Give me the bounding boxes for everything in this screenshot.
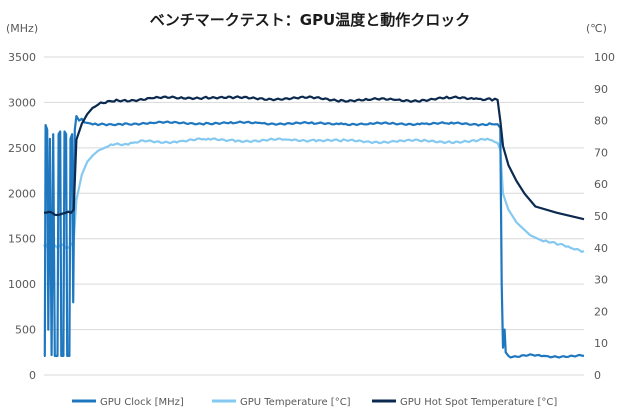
y-left-tick-label: 2000 [8, 187, 36, 200]
y-right-tick-label: 50 [594, 210, 608, 223]
y-right-tick-label: 100 [594, 51, 615, 64]
y-right-tick-label: 10 [594, 337, 608, 350]
y-left-tick-label: 1000 [8, 278, 36, 291]
legend-label: GPU Clock [MHz] [100, 397, 184, 408]
y-right-tick-label: 0 [594, 369, 601, 382]
y-left-tick-label: 3500 [8, 51, 36, 64]
y-left-tick-label: 1500 [8, 233, 36, 246]
gridlines [44, 56, 584, 376]
y-left-tick-label: 500 [15, 324, 36, 337]
y-right-tick-label: 90 [594, 83, 608, 96]
series-lines [42, 95, 585, 359]
y-right-unit: (℃) [586, 22, 607, 35]
series-line [42, 137, 585, 253]
y-right-tick-label: 40 [594, 242, 608, 255]
y-right-tick-label: 80 [594, 115, 608, 128]
legend-label: GPU Hot Spot Temperature [°C] [400, 397, 557, 408]
series-line [43, 115, 585, 359]
legend-label: GPU Temperature [°C] [240, 397, 351, 408]
y-left-tick-label: 2500 [8, 142, 36, 155]
y-right-tick-label: 20 [594, 305, 608, 318]
y-right-tick-label: 70 [594, 146, 608, 159]
y-left-unit: (MHz) [6, 22, 38, 35]
chart-title: ベンチマークテスト：GPU温度と動作クロック [150, 11, 471, 29]
y-left-tick-label: 0 [29, 369, 36, 382]
y-left-ticks: 3500 3000 2500 2000 1500 1000 500 0 [8, 51, 36, 382]
y-left-tick-label: 3000 [8, 96, 36, 109]
series-line [43, 95, 585, 221]
y-right-tick-label: 60 [594, 178, 608, 191]
legend: GPU Clock [MHz] GPU Temperature [°C] GPU H… [72, 397, 557, 408]
y-right-tick-label: 30 [594, 274, 608, 287]
